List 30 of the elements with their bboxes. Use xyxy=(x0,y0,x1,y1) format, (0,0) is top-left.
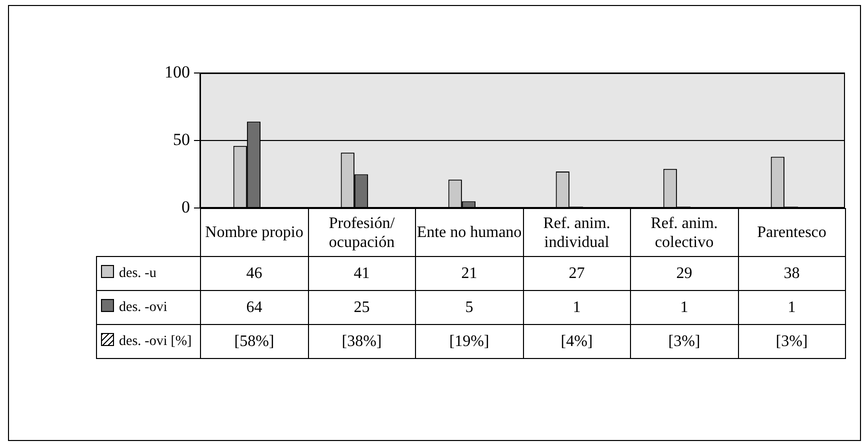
data-label: 21 xyxy=(416,256,523,290)
text: [3%] xyxy=(776,332,808,350)
data-label: 1 xyxy=(630,290,738,324)
legend-label: des. -ovi xyxy=(119,300,168,315)
y-tick-label: 100 xyxy=(164,62,190,82)
data-label: 5 xyxy=(416,290,523,324)
data-label: 1 xyxy=(523,290,630,324)
x-tick-label: Parentesco xyxy=(738,208,846,256)
data-label: 29 xyxy=(630,256,738,290)
x-tick-label: Ente no humano xyxy=(416,208,523,256)
y-tick-label: 50 xyxy=(173,130,190,149)
data-label: 25 xyxy=(308,290,416,324)
text: [58%] xyxy=(234,332,274,350)
data-label: 38 xyxy=(738,256,846,290)
legend-label: des. -ovi [%] xyxy=(119,334,192,349)
x-tick-label: Ref. anim. individual xyxy=(523,208,630,256)
text: [3%] xyxy=(668,332,700,350)
legend-label: des. -u xyxy=(119,266,156,281)
data-label: 41 xyxy=(308,256,416,290)
x-tick-label: Profesión/ ocupación xyxy=(308,208,416,256)
text: [19%] xyxy=(449,332,490,350)
x-tick-label: Nombre propio xyxy=(200,208,308,256)
data-label: 27 xyxy=(523,256,630,290)
y-tick-label: 0 xyxy=(182,197,190,216)
data-label: 64 xyxy=(200,290,308,324)
text: [4%] xyxy=(560,332,593,350)
x-tick-label: Ref. anim. colectivo xyxy=(630,208,738,256)
data-label: 1 xyxy=(738,290,846,324)
text: [38%] xyxy=(342,332,382,350)
data-label: 46 xyxy=(200,256,308,290)
